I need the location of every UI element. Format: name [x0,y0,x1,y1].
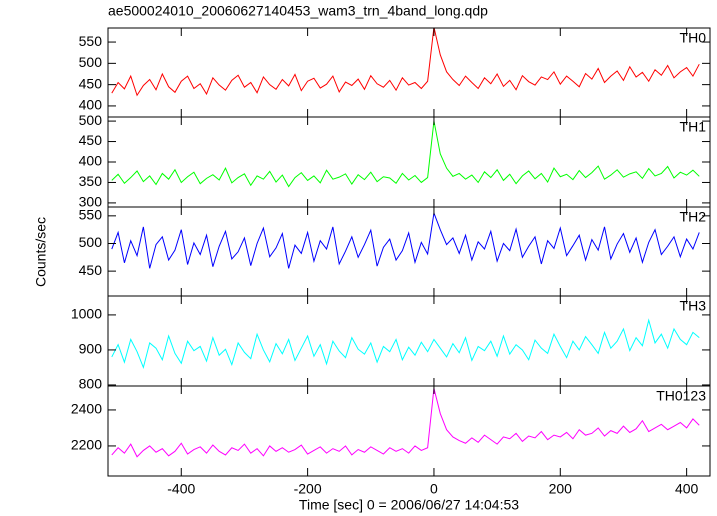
x-tick-label: 200 [549,481,573,497]
panel: 2200 2400 TH0123 [71,385,711,477]
panel: 300 350 400 450 500 TH1 [79,112,711,210]
y-tick-label: 2200 [71,437,102,453]
light-curve [111,388,700,458]
y-tick-label: 400 [79,153,103,169]
panel-frame [107,295,711,387]
y-tick-label: 800 [79,376,103,392]
panel-frame [107,116,711,208]
x-tick-label: 400 [675,481,699,497]
y-tick-label: 400 [79,97,103,113]
series-label: TH1 [680,119,707,135]
y-tick-label: 500 [79,234,103,250]
chart-title: ae500024010_20060627140453_wam3_trn_4ban… [108,3,488,19]
y-tick-label: 450 [79,132,103,148]
series-label: TH0 [680,30,707,46]
x-tick-label: 0 [430,481,438,497]
y-tick-label: 1000 [71,306,102,322]
x-tick-label: -400 [167,481,195,497]
panel-frame [107,27,711,118]
light-curve [111,318,700,370]
light-curve [111,211,700,269]
y-tick-label: 2400 [71,401,102,417]
y-tick-label: 300 [79,194,103,210]
y-tick-label: 550 [79,207,103,223]
series-label: TH0123 [656,388,706,404]
panel: 450 500 550 TH2 [79,206,711,297]
x-axis-label: Time [sec] 0 = 2006/06/27 14:04:53 [299,497,519,513]
panel-frame [107,385,711,477]
panel: 400 450 500 550 TH0 [79,27,711,118]
light-curve [111,120,700,188]
y-axis-label: Counts/sec [33,217,49,287]
light-curve [111,28,700,97]
y-tick-label: 500 [79,112,103,128]
x-tick-label: -200 [294,481,322,497]
y-tick-label: 500 [79,54,103,70]
y-tick-label: 550 [79,33,103,49]
y-tick-label: 900 [79,341,103,357]
y-tick-label: 350 [79,173,103,189]
panel: 800 900 1000 TH3 [71,295,711,392]
series-label: TH3 [680,298,707,314]
y-tick-label: 450 [79,262,103,278]
y-tick-label: 450 [79,75,103,91]
series-label: TH2 [680,209,707,225]
